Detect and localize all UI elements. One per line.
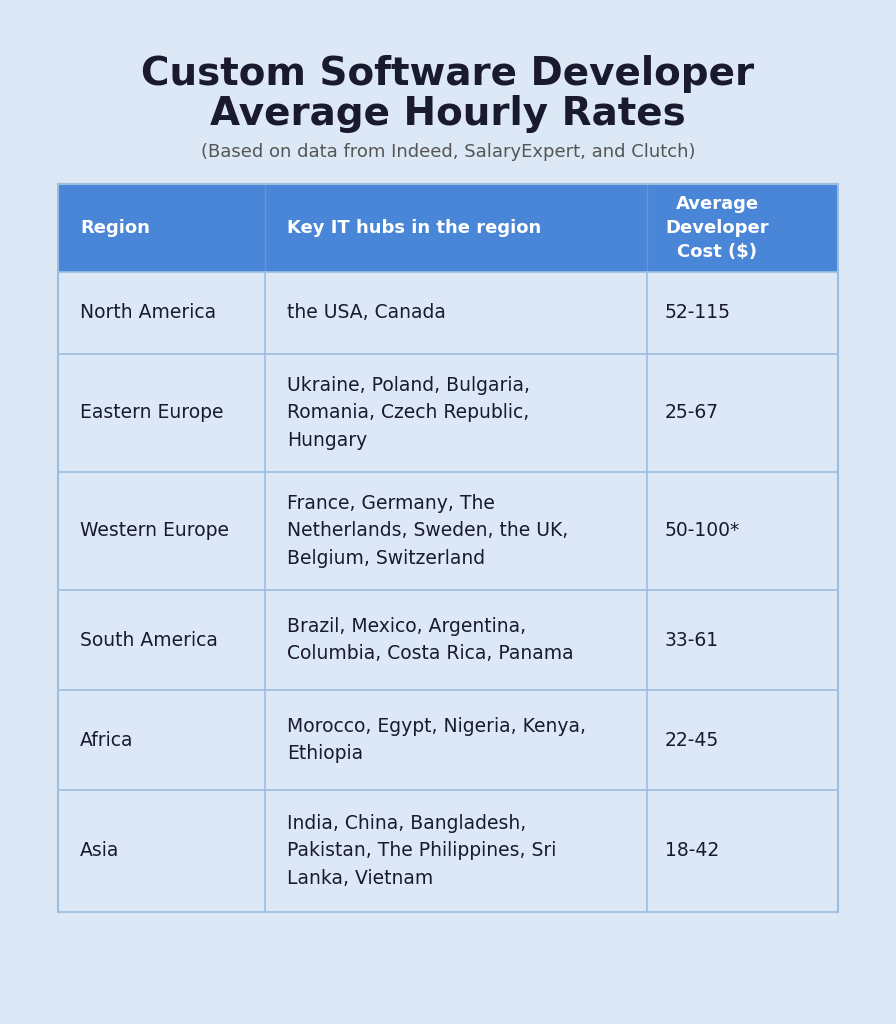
Text: Western Europe: Western Europe — [80, 521, 229, 541]
Bar — [58, 690, 838, 790]
Text: Asia: Asia — [80, 842, 119, 860]
Bar — [58, 354, 838, 472]
Text: 18-42: 18-42 — [665, 842, 719, 860]
Text: Key IT hubs in the region: Key IT hubs in the region — [287, 219, 541, 237]
Text: France, Germany, The
Netherlands, Sweden, the UK,
Belgium, Switzerland: France, Germany, The Netherlands, Sweden… — [287, 495, 568, 567]
Text: South America: South America — [80, 631, 218, 649]
Bar — [58, 590, 838, 690]
Bar — [58, 184, 838, 272]
Bar — [58, 472, 838, 590]
Text: Average
Developer
Cost ($): Average Developer Cost ($) — [666, 196, 769, 260]
Text: 50-100*: 50-100* — [665, 521, 740, 541]
Bar — [58, 272, 838, 354]
Text: Ukraine, Poland, Bulgaria,
Romania, Czech Republic,
Hungary: Ukraine, Poland, Bulgaria, Romania, Czec… — [287, 376, 530, 450]
Text: Africa: Africa — [80, 730, 134, 750]
Text: Region: Region — [80, 219, 150, 237]
Text: 33-61: 33-61 — [665, 631, 719, 649]
Bar — [58, 790, 838, 912]
Text: 25-67: 25-67 — [665, 403, 719, 423]
Text: Average Hourly Rates: Average Hourly Rates — [211, 95, 685, 133]
Text: Custom Software Developer: Custom Software Developer — [142, 55, 754, 93]
Text: Morocco, Egypt, Nigeria, Kenya,
Ethiopia: Morocco, Egypt, Nigeria, Kenya, Ethiopia — [287, 717, 586, 763]
Text: the USA, Canada: the USA, Canada — [287, 303, 445, 323]
Text: India, China, Bangladesh,
Pakistan, The Philippines, Sri
Lanka, Vietnam: India, China, Bangladesh, Pakistan, The … — [287, 814, 556, 888]
Text: 52-115: 52-115 — [665, 303, 731, 323]
Text: North America: North America — [80, 303, 216, 323]
Text: (Based on data from Indeed, SalaryExpert, and Clutch): (Based on data from Indeed, SalaryExpert… — [201, 143, 695, 161]
Text: 22-45: 22-45 — [665, 730, 719, 750]
Text: Eastern Europe: Eastern Europe — [80, 403, 223, 423]
Text: Brazil, Mexico, Argentina,
Columbia, Costa Rica, Panama: Brazil, Mexico, Argentina, Columbia, Cos… — [287, 616, 573, 664]
